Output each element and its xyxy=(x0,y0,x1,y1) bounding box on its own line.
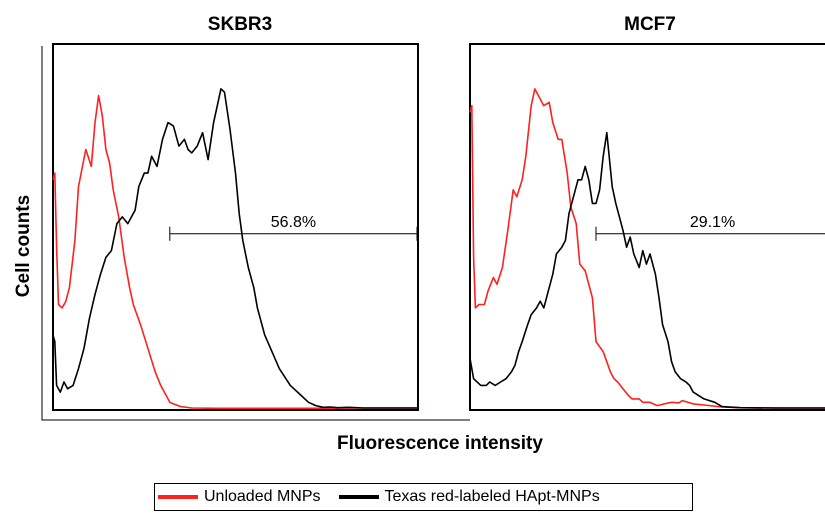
gate-percentage-mcf7: 29.1% xyxy=(690,214,735,231)
plot-frame-mcf7 xyxy=(469,43,825,411)
plot-frame-skbr3 xyxy=(52,43,419,411)
series-line-skbr3-hapt xyxy=(52,88,418,409)
legend: Unloaded MNPs Texas red-labeled HApt-MNP… xyxy=(154,483,693,511)
legend-label-hapt: Texas red-labeled HApt-MNPs xyxy=(384,488,600,505)
series-line-mcf7-hapt xyxy=(469,131,825,409)
chart-title-skbr3: SKBR3 xyxy=(207,14,273,35)
gate-percentage-skbr3: 56.8% xyxy=(271,214,316,231)
x-axis-label: Fluorescence intensity xyxy=(337,433,543,454)
series-line-mcf7-unloaded xyxy=(469,88,825,409)
legend-label-unloaded: Unloaded MNPs xyxy=(204,488,321,505)
legend-item-hapt: Texas red-labeled HApt-MNPs xyxy=(338,488,600,506)
legend-item-unloaded: Unloaded MNPs xyxy=(158,488,321,506)
histogram-plots: 56.8% 29.1% xyxy=(41,43,825,421)
figure-outer-frame xyxy=(41,46,470,421)
legend-swatch-black xyxy=(338,495,379,499)
chart-title-mcf7: MCF7 xyxy=(624,14,676,35)
legend-swatch-red xyxy=(158,495,198,499)
series-line-skbr3-unloaded xyxy=(52,94,418,410)
